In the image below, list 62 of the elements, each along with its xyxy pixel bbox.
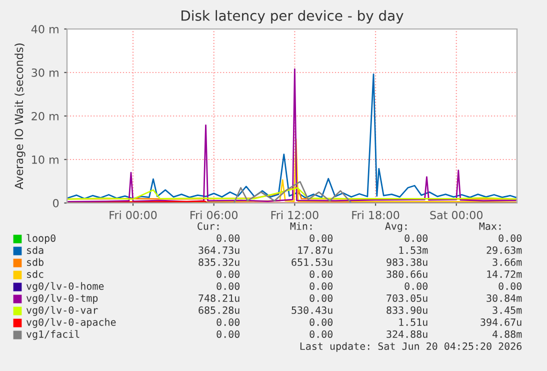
text: Last update: Sat Jun 20 04:25:20 2026 bbox=[300, 342, 522, 352]
text: 324.88u bbox=[386, 330, 428, 338]
text: 394.67u bbox=[480, 318, 522, 326]
text: 0.00 bbox=[404, 234, 428, 242]
y-tick-label: 20 m bbox=[32, 112, 58, 120]
text: Cur: bbox=[198, 222, 219, 230]
text: 0.00 bbox=[310, 330, 332, 338]
chart-title: Disk latency per device - by day bbox=[182, 10, 404, 24]
y-tick-label: 40 m bbox=[31, 24, 58, 34]
text: 380.66u bbox=[386, 270, 428, 278]
x-tick-label: Fri 18:00 bbox=[352, 210, 400, 220]
text: 0.00 bbox=[404, 282, 428, 290]
text: 29.63m bbox=[486, 246, 522, 254]
text: 748.21u bbox=[198, 294, 240, 302]
text: 364.73u bbox=[198, 246, 240, 254]
legend-label: vg0/lv-0-home bbox=[26, 282, 104, 292]
text: 1.51u bbox=[399, 318, 428, 326]
text: 0.00 bbox=[310, 294, 332, 302]
legend-label: sda bbox=[27, 246, 44, 254]
text: Min: bbox=[290, 222, 312, 230]
text: 0.00 bbox=[216, 270, 240, 278]
x-tick-label: Fri 06:00 bbox=[190, 210, 238, 220]
legend-label: sdc bbox=[27, 270, 44, 278]
text: 0.00 bbox=[310, 318, 332, 326]
text: 0.00 bbox=[216, 330, 240, 338]
text: 3.45m bbox=[492, 306, 522, 314]
legend-label: sdb bbox=[27, 258, 44, 266]
text: 685.28u bbox=[198, 306, 240, 314]
legend-label: vg0/lv-0-var bbox=[26, 306, 98, 316]
text: 4.88m bbox=[492, 330, 522, 338]
y-tick-label: 30 m bbox=[32, 68, 58, 77]
legend-label: vg0/lv-0-tmp bbox=[26, 294, 98, 304]
text: 703.05u bbox=[386, 294, 428, 302]
x-tick-label: Fri 12:00 bbox=[271, 210, 318, 220]
text: 0.00 bbox=[216, 234, 240, 242]
text: 30.84m bbox=[486, 294, 522, 302]
text: 3.66m bbox=[492, 258, 522, 266]
text: 0.00 bbox=[310, 270, 332, 278]
legend-label: vg1/facil bbox=[26, 330, 80, 340]
text: 0.00 bbox=[498, 282, 522, 290]
text: 0.00 bbox=[498, 234, 522, 242]
text: 833.90u bbox=[386, 306, 428, 314]
text: Avg: bbox=[385, 222, 407, 232]
legend-label: vg0/lv-0-apache bbox=[26, 318, 116, 328]
x-tick-label: Fri 00:00 bbox=[110, 210, 157, 220]
text: 983.38u bbox=[386, 258, 428, 266]
text: 835.32u bbox=[198, 258, 240, 266]
text: 0.00 bbox=[310, 234, 332, 242]
text: 14.72m bbox=[487, 270, 522, 278]
x-tick-label: Sat 00:00 bbox=[430, 210, 483, 220]
y-axis-title: Average IO Wait (seconds) bbox=[14, 44, 26, 190]
text: 651.53u bbox=[292, 258, 332, 266]
text: Max: bbox=[479, 222, 501, 230]
text: 0.00 bbox=[216, 318, 240, 326]
y-tick-label: 0 bbox=[53, 198, 59, 208]
text: 17.87u bbox=[298, 246, 332, 254]
text: 1.53m bbox=[399, 246, 428, 254]
legend-label: loop0 bbox=[26, 234, 56, 244]
text: 0.00 bbox=[216, 282, 240, 290]
text: 530.43u bbox=[292, 306, 332, 314]
y-tick-label: 10 m bbox=[32, 155, 58, 164]
text: 0.00 bbox=[310, 282, 332, 290]
